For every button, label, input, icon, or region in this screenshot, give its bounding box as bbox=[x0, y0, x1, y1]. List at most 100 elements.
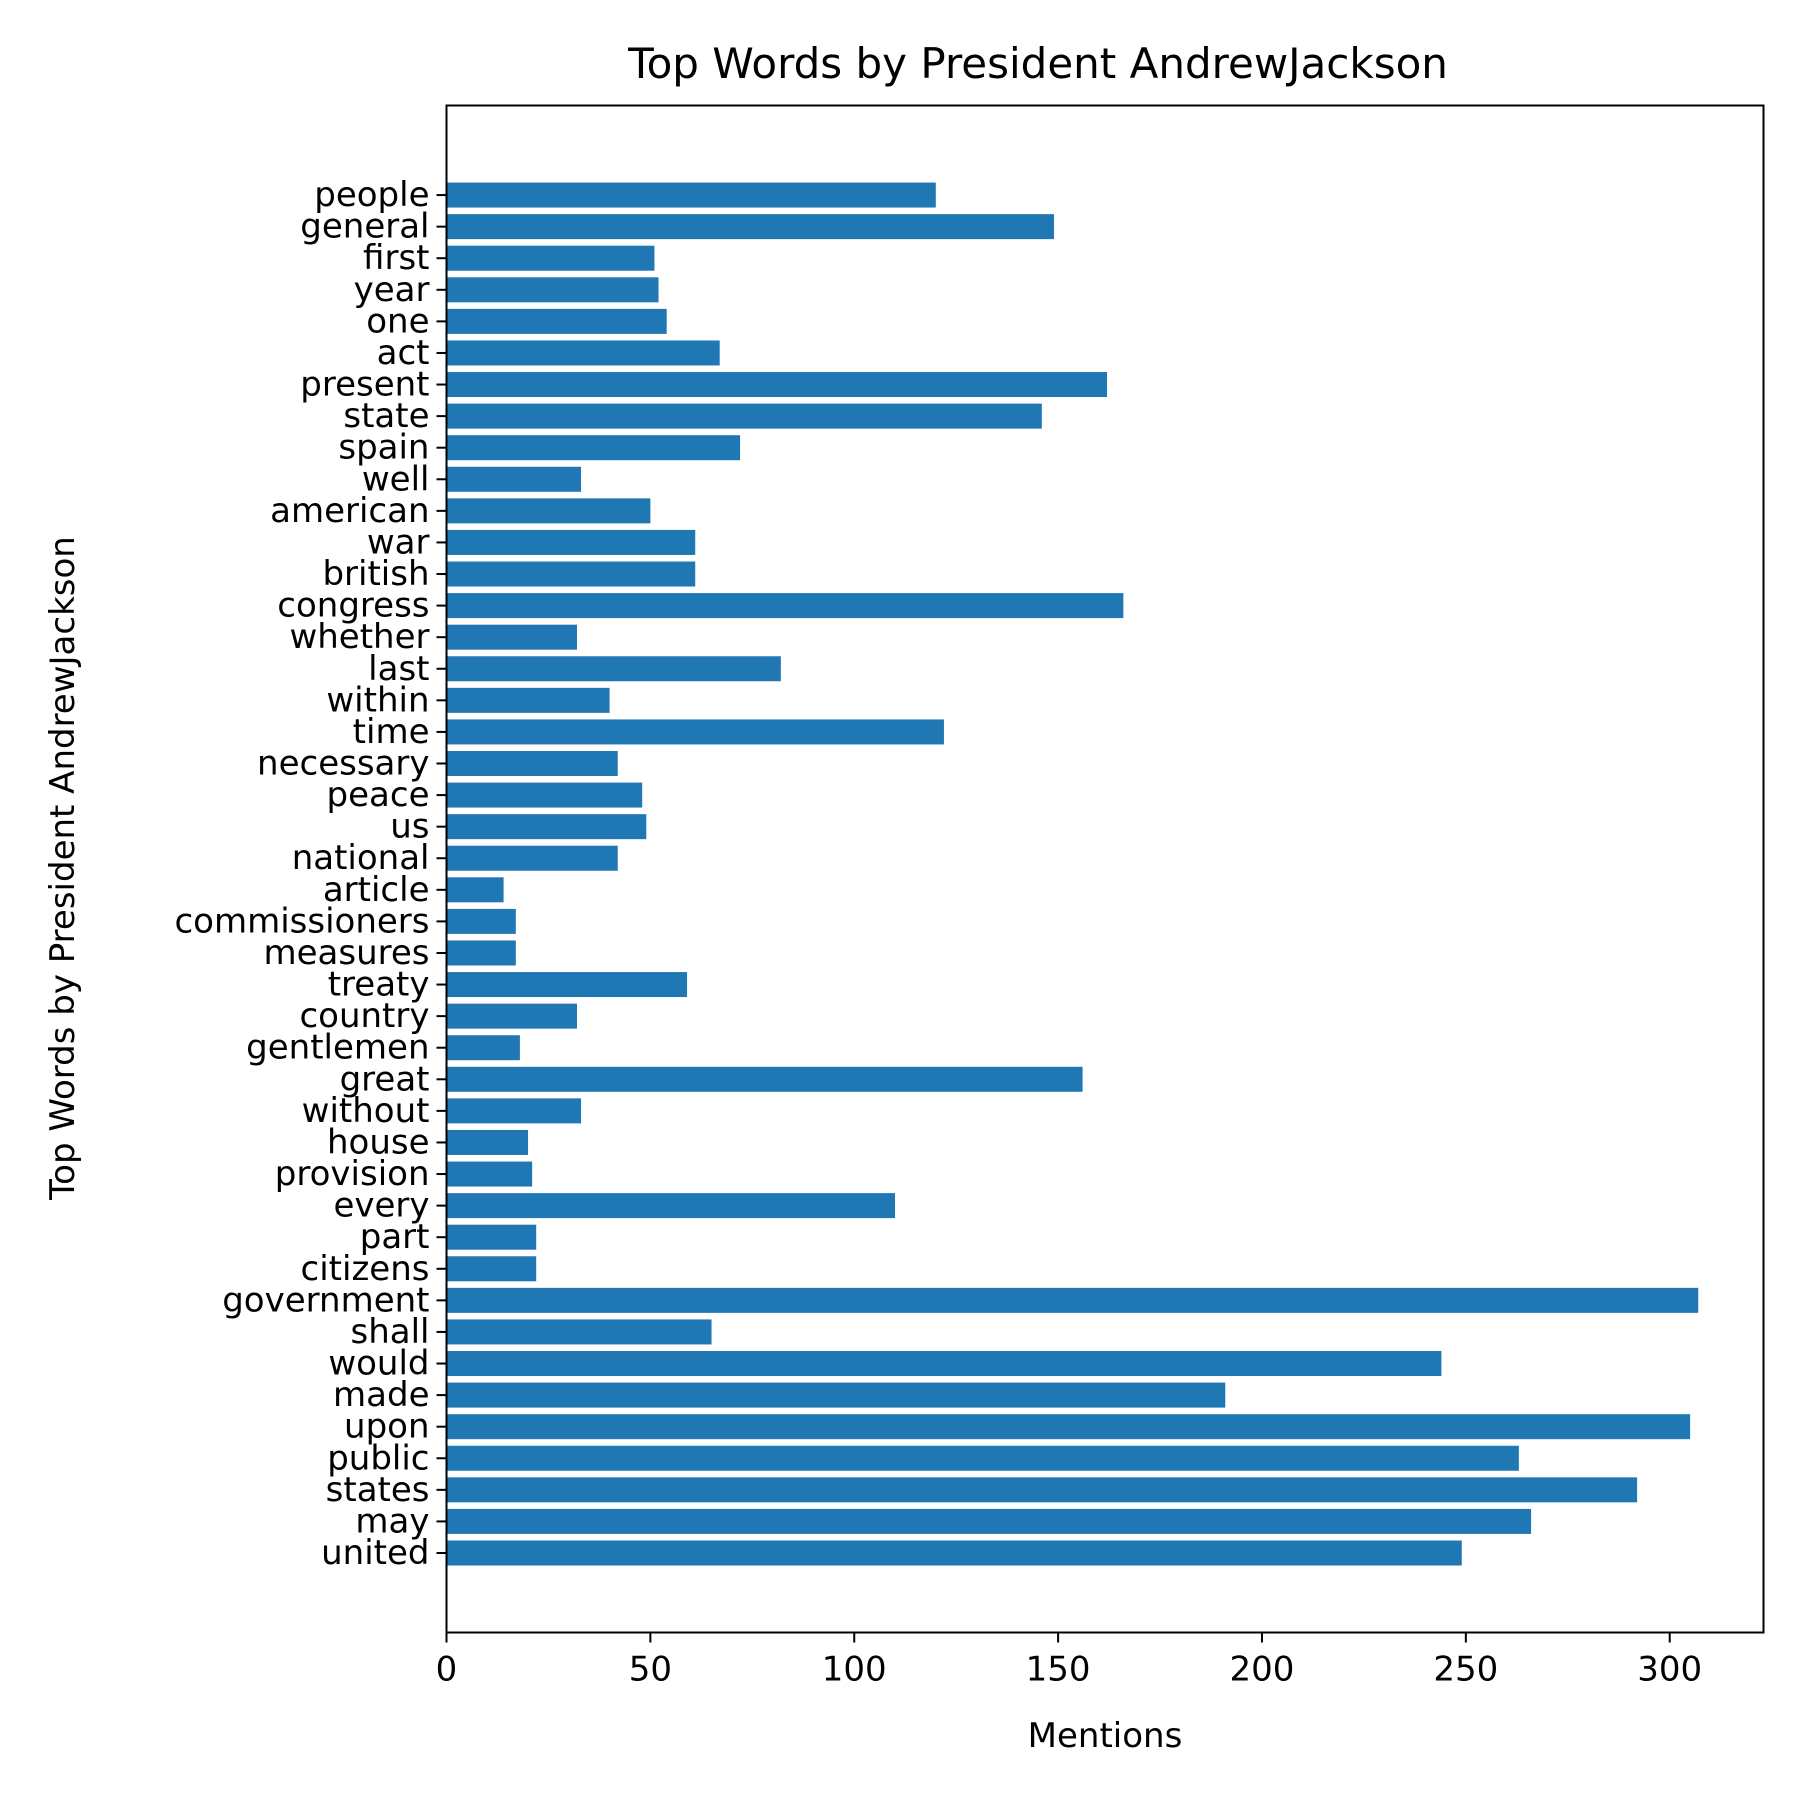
y-tick-label: us bbox=[390, 807, 429, 847]
y-tick-label: spain bbox=[338, 428, 429, 468]
bar-treaty bbox=[446, 972, 688, 998]
y-tick-label: great bbox=[340, 1059, 430, 1099]
y-tick-label: state bbox=[343, 396, 429, 436]
y-tick-label: time bbox=[353, 712, 430, 752]
x-tick-label: 50 bbox=[629, 1650, 672, 1690]
y-tick-label: congress bbox=[277, 586, 429, 626]
x-axis-label: Mentions bbox=[1028, 1716, 1183, 1756]
bar-measures bbox=[446, 940, 516, 966]
y-tick-label: necessary bbox=[257, 744, 429, 784]
bar-public bbox=[446, 1445, 1519, 1471]
y-tick-label: united bbox=[321, 1533, 429, 1573]
bar-act bbox=[446, 340, 720, 366]
bar-made bbox=[446, 1382, 1226, 1408]
bar-spain bbox=[446, 435, 741, 461]
bar-one bbox=[446, 308, 667, 334]
bar-war bbox=[446, 529, 696, 555]
bar-people bbox=[446, 182, 936, 208]
y-tick-label: measures bbox=[264, 933, 430, 973]
y-tick-label: treaty bbox=[328, 965, 430, 1005]
bar-necessary bbox=[446, 751, 618, 776]
y-tick-label: american bbox=[270, 491, 429, 531]
y-axis-ticks: unitedmaystatespublicuponmadewouldshallg… bbox=[174, 175, 447, 1573]
bar-well bbox=[446, 466, 582, 492]
y-tick-label: commissioners bbox=[174, 901, 429, 941]
y-tick-label: government bbox=[222, 1280, 429, 1320]
bar-states bbox=[446, 1477, 1638, 1503]
y-tick-label: would bbox=[328, 1344, 429, 1384]
x-tick-label: 200 bbox=[1230, 1650, 1295, 1690]
y-tick-label: one bbox=[366, 301, 429, 341]
bar-gentlemen bbox=[446, 1035, 520, 1061]
bar-year bbox=[446, 277, 659, 303]
bar-upon bbox=[446, 1414, 1691, 1440]
bar-us bbox=[446, 814, 647, 840]
x-tick-label: 100 bbox=[822, 1650, 887, 1690]
bar-government bbox=[446, 1287, 1699, 1313]
x-tick-label: 250 bbox=[1433, 1650, 1498, 1690]
chart-title: Top Words by President AndrewJackson bbox=[627, 39, 1448, 88]
y-tick-label: well bbox=[362, 459, 430, 499]
bar-national bbox=[446, 845, 618, 871]
y-tick-label: public bbox=[327, 1438, 429, 1478]
bar-within bbox=[446, 687, 610, 713]
x-tick-label: 150 bbox=[1026, 1650, 1091, 1690]
y-tick-label: people bbox=[314, 175, 429, 215]
y-tick-label: citizens bbox=[301, 1249, 430, 1289]
y-tick-label: british bbox=[322, 554, 429, 594]
bar-time bbox=[446, 719, 944, 745]
y-tick-label: national bbox=[292, 838, 430, 878]
y-tick-label: whether bbox=[289, 617, 429, 657]
bar-may bbox=[446, 1508, 1532, 1534]
bar-present bbox=[446, 372, 1108, 398]
y-tick-label: part bbox=[360, 1217, 430, 1257]
bar-congress bbox=[446, 593, 1124, 619]
y-tick-label: states bbox=[326, 1470, 430, 1510]
y-axis-label: Top Words by President AndrewJackson bbox=[43, 536, 83, 1201]
bar-without bbox=[446, 1098, 582, 1124]
bar-general bbox=[446, 214, 1055, 240]
bar-first bbox=[446, 245, 655, 271]
bar-state bbox=[446, 403, 1042, 429]
y-tick-label: year bbox=[354, 270, 430, 310]
y-tick-label: within bbox=[326, 680, 429, 720]
bar-house bbox=[446, 1129, 529, 1155]
y-tick-label: present bbox=[300, 365, 429, 405]
bar-united bbox=[446, 1540, 1462, 1566]
y-tick-label: country bbox=[299, 996, 429, 1036]
x-tick-label: 300 bbox=[1637, 1650, 1702, 1690]
y-tick-label: last bbox=[368, 649, 429, 689]
bar-article bbox=[446, 877, 504, 903]
bar-british bbox=[446, 561, 696, 587]
bar-part bbox=[446, 1224, 537, 1250]
bar-great bbox=[446, 1066, 1083, 1092]
y-tick-label: act bbox=[377, 333, 430, 373]
bar-country bbox=[446, 1003, 577, 1029]
y-tick-label: without bbox=[302, 1091, 430, 1131]
bar-american bbox=[446, 498, 651, 524]
y-tick-label: general bbox=[300, 207, 429, 247]
bars-group bbox=[446, 182, 1699, 1566]
bar-last bbox=[446, 656, 781, 682]
bar-every bbox=[446, 1193, 896, 1219]
bar-citizens bbox=[446, 1256, 537, 1282]
y-tick-label: upon bbox=[344, 1407, 429, 1447]
plot-frame bbox=[445, 104, 1765, 1634]
bar-peace bbox=[446, 782, 643, 808]
y-tick-label: provision bbox=[275, 1154, 430, 1194]
bar-shall bbox=[446, 1319, 712, 1345]
y-tick-label: article bbox=[323, 870, 430, 910]
y-tick-label: gentlemen bbox=[246, 1028, 429, 1068]
y-tick-label: every bbox=[333, 1186, 429, 1226]
y-tick-label: may bbox=[355, 1501, 429, 1541]
bar-provision bbox=[446, 1161, 533, 1187]
y-tick-label: made bbox=[333, 1375, 429, 1415]
y-tick-label: house bbox=[327, 1122, 430, 1162]
y-tick-label: war bbox=[367, 522, 430, 562]
x-axis-ticks: 0 50 100 150 200 250 300 bbox=[436, 1632, 1702, 1690]
y-tick-label: first bbox=[363, 238, 429, 278]
bar-whether bbox=[446, 624, 577, 650]
y-tick-label: shall bbox=[351, 1312, 430, 1352]
bar-commissioners bbox=[446, 908, 516, 934]
